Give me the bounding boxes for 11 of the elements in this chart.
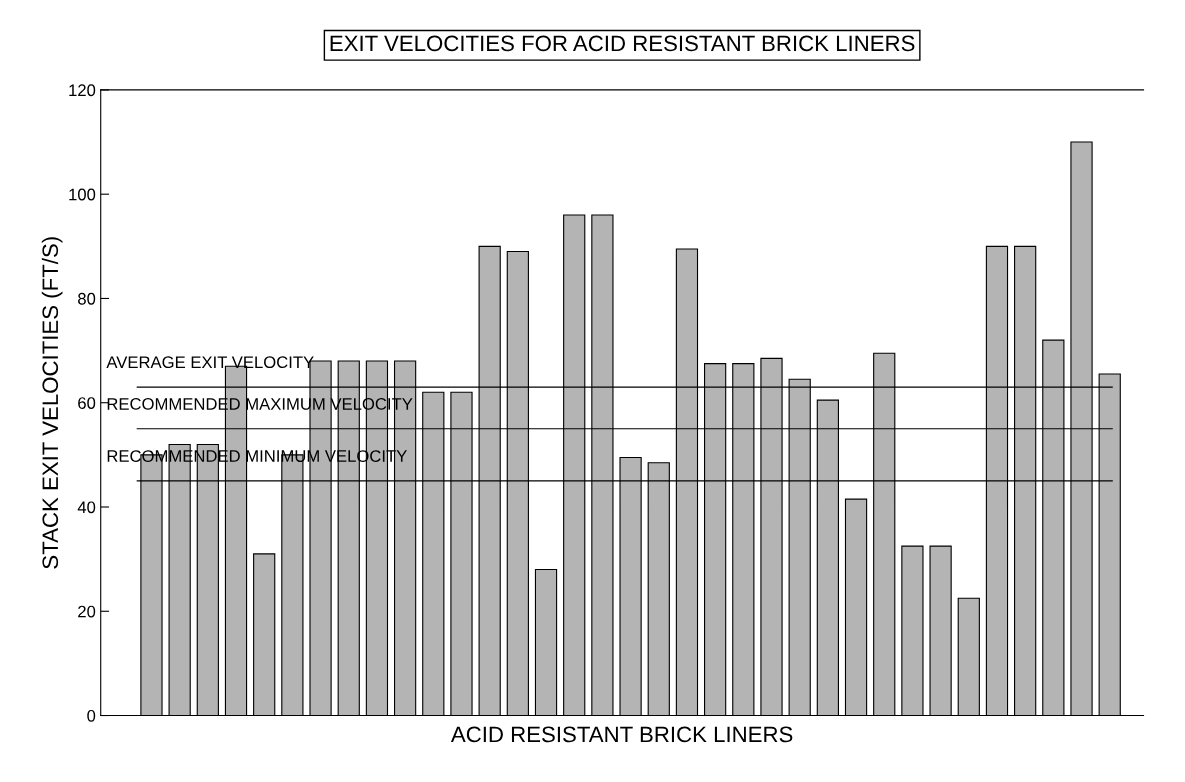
chart-title: EXIT VELOCITIES FOR ACID RESISTANT BRICK LINERS [330, 35, 915, 52]
y-tick-label: 80 [78, 292, 96, 305]
y-tick-label: 120 [69, 84, 96, 97]
y-tick-label: 40 [77, 501, 96, 514]
y-tick-label: 0 [87, 709, 96, 722]
x-axis-title: ACID RESISTANT BRICK LINERS [450, 726, 793, 743]
y-axis-title: STACK EXIT VELOCITIES (FT/S) [41, 237, 63, 569]
ref-line-label: AVERAGE EXIT VELOCITY [106, 356, 314, 369]
y-tick-label: 20 [78, 605, 96, 618]
y-tick-label: 100 [69, 188, 96, 201]
y-tick-label: 60 [78, 397, 96, 409]
